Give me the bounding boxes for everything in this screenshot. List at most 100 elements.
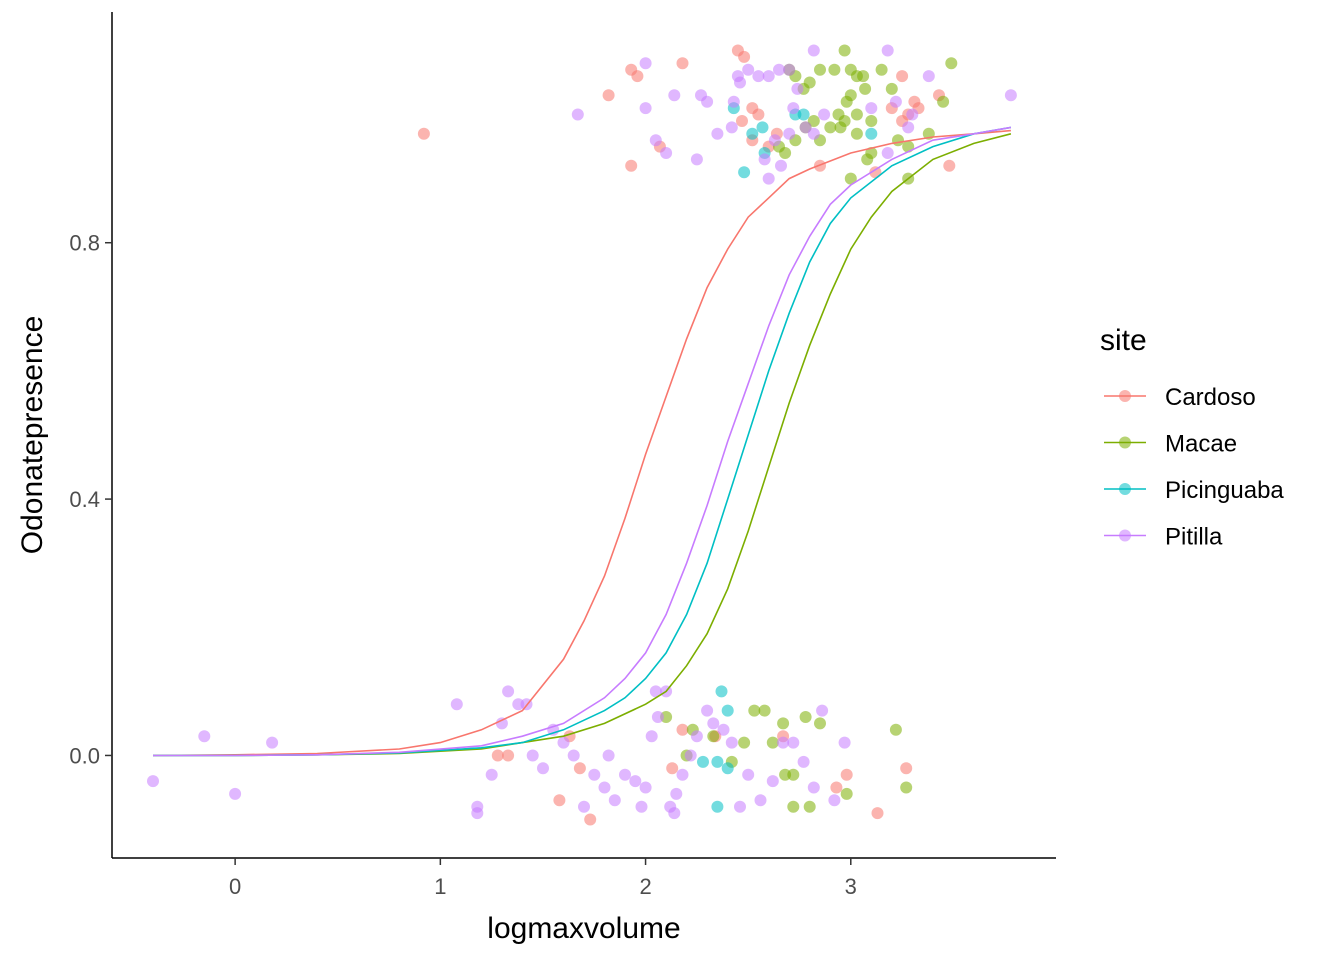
data-point [571,108,584,121]
data-point [450,698,463,711]
data-point [721,762,734,775]
legend-key-point [1119,436,1131,449]
data-point [844,89,857,102]
data-point [754,794,767,807]
data-point [787,768,800,781]
data-point [676,57,689,70]
data-point [738,50,751,63]
legend-item: Cardoso [1104,384,1256,411]
data-point [889,95,902,108]
data-point [748,704,761,717]
data-point [861,153,874,166]
data-point [881,44,894,57]
data-point [684,749,697,762]
data-point [865,127,878,140]
data-point [799,121,812,134]
data-point [738,166,751,179]
fit-curve-picinguaba [153,126,1012,757]
data-point [756,121,769,134]
data-point [711,800,724,813]
data-point [869,166,882,179]
data-point [816,704,829,717]
data-point [668,89,681,102]
series-picinguaba [697,102,878,813]
data-point [701,704,714,717]
data-point [717,723,730,736]
data-point [578,800,590,813]
axes [111,12,1056,859]
data-point [787,800,800,813]
data-point [567,749,580,762]
data-point [900,781,913,794]
data-point [814,717,826,730]
data-point [922,70,935,83]
data-point [660,147,673,159]
data-point [598,781,611,794]
data-point [690,153,703,166]
data-point [902,140,915,153]
legend-item: Picinguaba [1104,477,1284,504]
data-point [608,794,621,807]
data-point [711,755,724,768]
data-point [584,813,597,826]
data-point [779,768,792,781]
series-macae [660,44,958,813]
legend-label: Picinguaba [1165,477,1284,504]
data-point [651,711,664,723]
data-point [779,147,792,159]
legend-label: Macae [1165,431,1237,458]
data-point [147,775,159,788]
x-tick-label: 1 [434,874,446,899]
data-point [762,70,775,83]
plot-panel [147,44,1017,826]
data-point [619,768,631,781]
data-point [676,723,689,736]
data-point [742,768,755,781]
data-point [485,768,498,781]
data-point [840,787,853,800]
data-point [777,717,790,730]
data-point [557,736,570,749]
legend-title: site [1100,324,1147,357]
data-point [865,115,878,127]
data-point [746,127,759,140]
data-point [766,775,779,788]
data-point [625,159,638,172]
x-tick-label: 2 [639,874,651,899]
series-cardoso [417,44,956,826]
data-point [807,781,820,794]
data-point [871,807,884,820]
data-point [768,134,781,147]
data-point [734,800,746,813]
y-ticks: 0.0 0.4 0.8 [69,231,112,768]
data-point [777,736,790,749]
data-point [834,121,847,134]
data-point [639,102,652,115]
data-point [602,89,615,102]
data-point [773,63,785,76]
data-point [602,749,615,762]
data-point [471,807,484,820]
data-point [885,82,898,95]
data-point [828,794,841,807]
data-point [629,775,642,788]
data-point [865,102,878,115]
data-point [668,807,681,820]
data-point [573,762,586,775]
data-point [787,102,800,115]
y-tick-label: 0.8 [69,231,100,256]
data-point [857,70,870,83]
data-point [824,121,837,134]
data-point [828,63,841,76]
data-point [859,82,872,95]
data-point [844,172,857,185]
legend-label: Cardoso [1165,384,1256,411]
data-point [491,749,504,762]
data-point [906,108,919,121]
data-point [900,762,913,775]
data-point [896,70,909,83]
legend-item: Pitilla [1104,524,1223,551]
data-point [588,768,601,781]
data-point [660,711,673,723]
data-point [803,800,816,813]
